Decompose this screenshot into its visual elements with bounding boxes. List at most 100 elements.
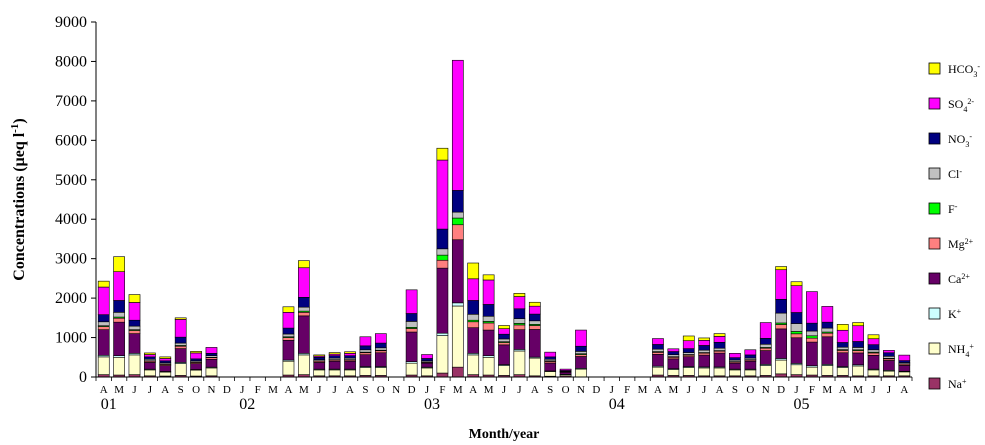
bar-segment [159,371,172,377]
bar-segment [282,327,295,335]
bar-segment [667,351,680,356]
bar-segment [498,338,510,343]
legend-swatch [928,272,941,285]
y-tick-label: 4000 [55,211,87,228]
bar-segment [128,319,141,327]
bar-segment [652,344,664,350]
bar-segment [575,351,587,355]
bar-segment [698,352,710,356]
legend-label: Na+ [948,377,967,391]
bar-segment [883,352,895,357]
bar-segment [436,259,449,269]
bar-segment [405,289,418,314]
bar-segment [652,338,664,345]
bar-segment [806,330,818,337]
bar-segment [821,327,834,333]
bar-segment [729,353,741,358]
bar-segment [159,365,172,372]
bar-segment [190,351,202,354]
bar-segment [729,369,741,377]
legend: HCO3- SO42- NO3- Cl- F- Mg2+ Ca2+ K+ NH4+ Na+ [928,62,980,391]
x-month-label: J [148,384,153,396]
x-month-label: J [240,384,245,396]
bar-segment [128,330,141,334]
bar-segment [298,267,310,298]
bar-segment [575,356,587,369]
y-tick-label: 1000 [55,330,87,347]
bar-segment [698,367,710,377]
x-month-label: S [732,384,738,396]
x-month-label: J [502,384,507,396]
bar-segment [128,354,141,375]
bar-segment [713,367,726,377]
bar-segment [467,321,480,328]
bar-segment [790,281,803,286]
bar-segment [190,369,202,377]
x-month-label: J [132,384,137,396]
bar-segment [528,305,541,315]
bar-segment [298,306,310,312]
bar-segment [344,351,356,354]
bar-segment [790,331,803,335]
bar-segment [359,345,372,351]
bar-segment [359,367,372,376]
bar-segment [436,254,449,261]
bar-segment [821,321,834,329]
bar-segment [159,356,172,359]
bar-segment [498,325,510,329]
y-tick-label: 6000 [55,132,87,149]
bar-segment [498,344,510,365]
bar-segment [806,322,818,332]
bar-segment [744,360,757,370]
bar-segment [282,306,295,313]
bar-segment [451,211,464,219]
bar-segment [328,352,341,355]
bar-segment [775,324,787,330]
bar-segment [867,352,880,356]
bar-segment [174,319,187,338]
bar-segment [436,228,449,250]
bar-segment [713,333,726,337]
bar-segment [374,347,387,351]
bar-segment [174,336,187,344]
bar-segment [97,280,110,288]
x-month-label: J [702,384,707,396]
bar-segment [790,323,803,332]
x-month-label: N [392,384,400,396]
legend-item: Ca2+ [928,272,970,286]
x-month-label: A [100,384,108,396]
bar-segment [698,345,710,351]
bar-segment [467,327,480,354]
bar-segment [113,256,125,272]
bar-segment [867,355,880,370]
bar-segment [513,329,526,350]
bar-segment [821,332,834,338]
x-month-label: A [161,384,169,396]
bar-segment [836,350,849,354]
bar-segment [836,367,849,376]
bar-segment [544,351,557,358]
x-month-label: D [592,384,600,396]
legend-label: Ca2+ [948,272,970,286]
bar-segment [698,354,710,368]
bar-segment [205,353,218,356]
x-month-label: J [887,384,892,396]
bar-segment [174,342,187,346]
x-month-label: O [192,384,200,396]
bar-segment [759,343,772,348]
legend-item: K+ [928,307,962,321]
bar-segment [713,347,726,351]
x-month-label: A [839,384,847,396]
bar-segment [883,370,895,377]
bar-segment [836,342,849,348]
bar-segment [144,369,156,377]
y-tick-label: 8000 [55,53,87,70]
bar-segment [190,352,202,360]
legend-label: Mg2+ [948,237,974,251]
x-month-label: A [716,384,724,396]
y-axis: 0 1000 2000 3000 4000 5000 6000 7000 8000 9000 [55,14,97,386]
bar-segment [113,300,125,313]
bar-segment [282,337,295,341]
bar-segment [174,348,187,363]
